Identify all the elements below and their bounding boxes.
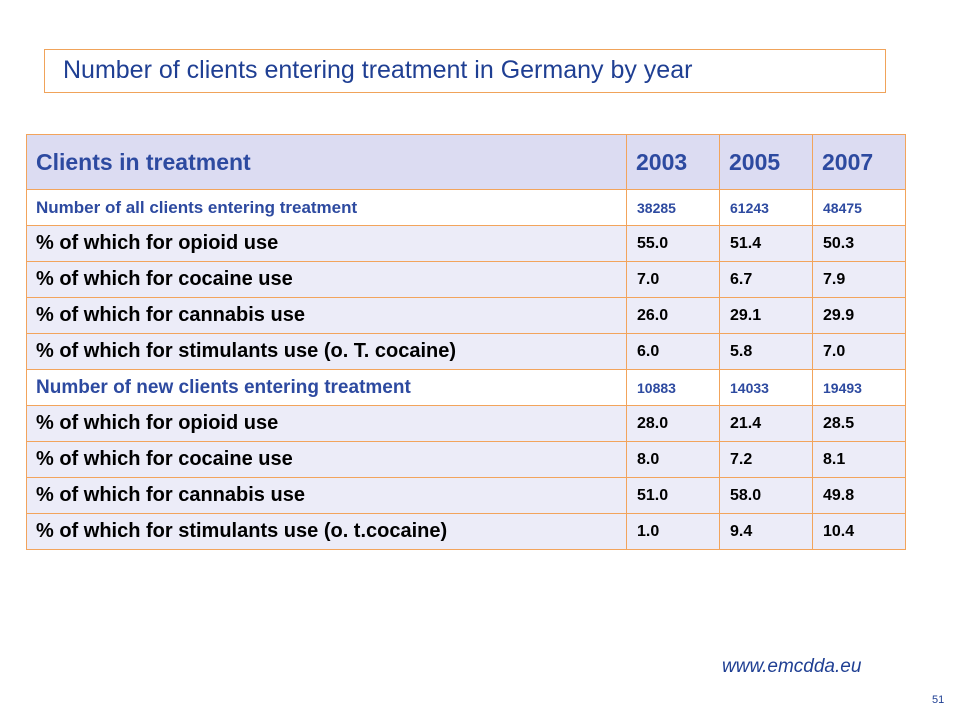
cell-2003: 51.0 bbox=[626, 477, 720, 514]
cell-2005: 51.4 bbox=[719, 225, 813, 262]
cell-2007: 7.0 bbox=[812, 333, 906, 370]
slide-title: Number of clients entering treatment in … bbox=[63, 56, 693, 84]
cell-2007: 28.5 bbox=[812, 405, 906, 442]
cell-2003: 28.0 bbox=[626, 405, 720, 442]
cell-2003: 26.0 bbox=[626, 297, 720, 334]
cell-2007: 49.8 bbox=[812, 477, 906, 514]
cell-2005: 7.2 bbox=[719, 441, 813, 478]
cell-2003: 8.0 bbox=[626, 441, 720, 478]
row-label: % of which for stimulants use (o. T. coc… bbox=[26, 333, 627, 370]
header-cell-2003: 2003 bbox=[626, 134, 720, 190]
table-row-new-clients: Number of new clients entering treatment… bbox=[26, 369, 906, 406]
cell-2005: 14033 bbox=[719, 369, 813, 406]
cell-2007: 7.9 bbox=[812, 261, 906, 298]
clients-table: Clients in treatment 2003 2005 2007 Numb… bbox=[26, 134, 906, 550]
table-row: % of which for cocaine use 7.0 6.7 7.9 bbox=[26, 261, 906, 298]
row-label: % of which for cocaine use bbox=[26, 261, 627, 298]
cell-2005: 29.1 bbox=[719, 297, 813, 334]
page-number: 51 bbox=[932, 694, 945, 706]
row-label: % of which for cannabis use bbox=[26, 477, 627, 514]
cell-2005: 9.4 bbox=[719, 513, 813, 550]
row-label: Number of new clients entering treatment bbox=[26, 369, 627, 406]
table-row: % of which for opioid use 28.0 21.4 28.5 bbox=[26, 405, 906, 442]
row-label: % of which for opioid use bbox=[26, 225, 627, 262]
cell-2007: 10.4 bbox=[812, 513, 906, 550]
table-row-all-clients: Number of all clients entering treatment… bbox=[26, 189, 906, 226]
source-link-text: www.emcdda.eu bbox=[722, 656, 862, 677]
title-box: Number of clients entering treatment in … bbox=[44, 49, 886, 93]
cell-2003: 10883 bbox=[626, 369, 720, 406]
header-cell-category: Clients in treatment bbox=[26, 134, 627, 190]
cell-2005: 5.8 bbox=[719, 333, 813, 370]
header-cell-2005: 2005 bbox=[719, 134, 813, 190]
cell-2007: 48475 bbox=[812, 189, 906, 226]
table-row: % of which for cannabis use 26.0 29.1 29… bbox=[26, 297, 906, 334]
cell-2007: 29.9 bbox=[812, 297, 906, 334]
header-cell-2007: 2007 bbox=[812, 134, 906, 190]
row-label: % of which for cannabis use bbox=[26, 297, 627, 334]
cell-2003: 6.0 bbox=[626, 333, 720, 370]
cell-2005: 58.0 bbox=[719, 477, 813, 514]
row-label: % of which for opioid use bbox=[26, 405, 627, 442]
table-row: % of which for stimulants use (o. T. coc… bbox=[26, 333, 906, 370]
cell-2003: 7.0 bbox=[626, 261, 720, 298]
cell-2007: 19493 bbox=[812, 369, 906, 406]
cell-2003: 55.0 bbox=[626, 225, 720, 262]
table-row: % of which for stimulants use (o. t.coca… bbox=[26, 513, 906, 550]
cell-2005: 21.4 bbox=[719, 405, 813, 442]
cell-2003: 1.0 bbox=[626, 513, 720, 550]
table-row: % of which for opioid use 55.0 51.4 50.3 bbox=[26, 225, 906, 262]
cell-2003: 38285 bbox=[626, 189, 720, 226]
cell-2007: 8.1 bbox=[812, 441, 906, 478]
table-header-row: Clients in treatment 2003 2005 2007 bbox=[26, 134, 906, 190]
cell-2005: 6.7 bbox=[719, 261, 813, 298]
table-row: % of which for cannabis use 51.0 58.0 49… bbox=[26, 477, 906, 514]
row-label: Number of all clients entering treatment bbox=[26, 189, 627, 226]
cell-2005: 61243 bbox=[719, 189, 813, 226]
row-label: % of which for cocaine use bbox=[26, 441, 627, 478]
cell-2007: 50.3 bbox=[812, 225, 906, 262]
table-row: % of which for cocaine use 8.0 7.2 8.1 bbox=[26, 441, 906, 478]
row-label: % of which for stimulants use (o. t.coca… bbox=[26, 513, 627, 550]
